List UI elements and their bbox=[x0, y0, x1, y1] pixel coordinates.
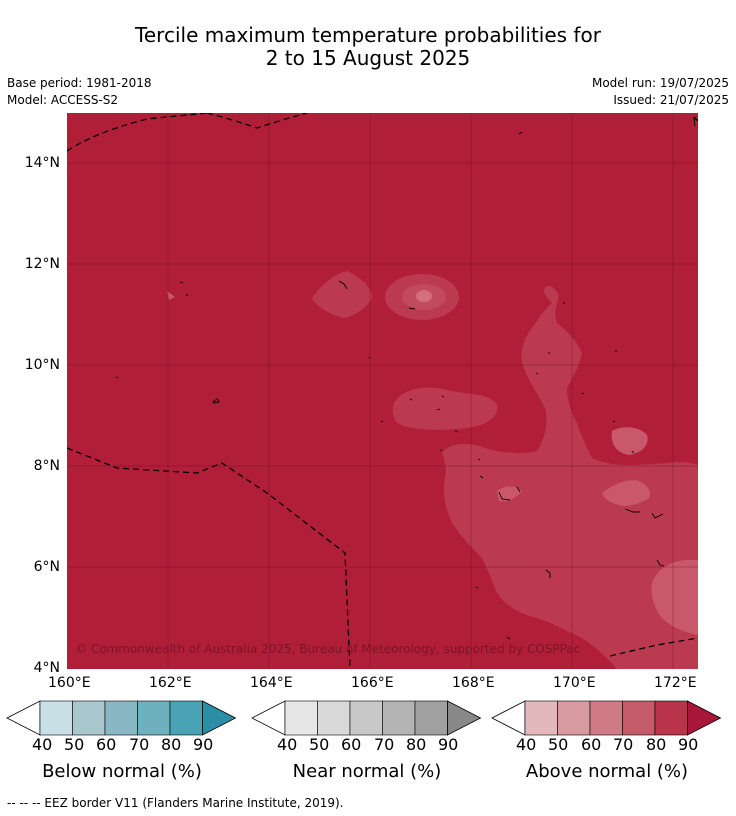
cbar-tick: 90 bbox=[438, 735, 459, 754]
lon-label: 172°E bbox=[654, 675, 697, 691]
colorbar-swatch bbox=[137, 700, 171, 736]
below-normal-colorbar bbox=[6, 700, 237, 736]
lat-label: 4°N bbox=[33, 660, 60, 676]
cbar-tick: 80 bbox=[646, 735, 667, 754]
colorbar-swatch bbox=[557, 700, 591, 736]
colorbar-swatch bbox=[382, 700, 416, 736]
colorbar-swatch bbox=[39, 700, 73, 736]
above-normal-70-patch bbox=[497, 486, 522, 502]
colorbar-high-extension bbox=[202, 700, 237, 736]
colorbar-swatch bbox=[622, 700, 656, 736]
eez-legend: -- -- -- EEZ border V11 (Flanders Marine… bbox=[7, 796, 344, 810]
above-normal-70-patch bbox=[167, 291, 175, 300]
colorbar-low-extension bbox=[6, 700, 41, 736]
colorbar-swatch bbox=[414, 700, 448, 736]
lon-label: 168°E bbox=[452, 675, 495, 691]
cbar-tick: 70 bbox=[613, 735, 634, 754]
lat-label: 14°N bbox=[24, 155, 60, 171]
map-title-line1: Tercile maximum temperature probabilitie… bbox=[135, 23, 601, 47]
cbar-tick: 70 bbox=[129, 735, 150, 754]
cbar-tick: 60 bbox=[96, 735, 117, 754]
islands bbox=[115, 117, 696, 640]
cbar-tick: 50 bbox=[548, 735, 569, 754]
base-period-label: Base period: 1981-2018 bbox=[7, 76, 152, 90]
graticule bbox=[67, 113, 698, 669]
above-normal-70-patch bbox=[611, 427, 648, 455]
cbar-tick: 50 bbox=[309, 735, 330, 754]
cbar-tick: 50 bbox=[64, 735, 85, 754]
lon-label: 170°E bbox=[553, 675, 596, 691]
colorbars bbox=[6, 700, 722, 736]
colorbar-swatch bbox=[317, 700, 351, 736]
colorbar-low-extension bbox=[251, 700, 286, 736]
cbar-tick: 70 bbox=[374, 735, 395, 754]
cbar-tick: 90 bbox=[193, 735, 214, 754]
colorbar-low-extension bbox=[491, 700, 526, 736]
lat-label: 8°N bbox=[33, 458, 60, 474]
model-label: Model: ACCESS-S2 bbox=[7, 93, 119, 107]
map-canvas bbox=[67, 113, 698, 669]
above-normal-70-patch bbox=[602, 480, 650, 506]
colorbar-swatch bbox=[654, 700, 688, 736]
eez-border bbox=[67, 113, 698, 669]
copyright-notice: © Commonwealth of Australia 2025, Bureau… bbox=[75, 642, 581, 656]
model-run-label: Model run: 19/07/2025 bbox=[591, 76, 729, 90]
colorbar-swatch bbox=[524, 700, 558, 736]
near-normal-colorbar bbox=[251, 700, 482, 736]
colorbar-high-extension bbox=[447, 700, 482, 736]
cbar-tick: 90 bbox=[678, 735, 699, 754]
lon-label: 162°E bbox=[149, 675, 192, 691]
above-normal-70-patch bbox=[651, 560, 698, 635]
colorbar-swatch bbox=[104, 700, 138, 736]
cbar-tick: 60 bbox=[581, 735, 602, 754]
colorbar-swatch bbox=[284, 700, 318, 736]
cbar-tick: 40 bbox=[277, 735, 298, 754]
lon-label: 166°E bbox=[351, 675, 394, 691]
lon-label: 164°E bbox=[250, 675, 293, 691]
colorbar-swatch bbox=[589, 700, 623, 736]
cbar-tick: 40 bbox=[32, 735, 53, 754]
below-normal-label: Below normal (%) bbox=[42, 761, 202, 782]
cbar-tick: 80 bbox=[161, 735, 182, 754]
lat-label: 10°N bbox=[24, 357, 60, 373]
above-normal-80-patch bbox=[392, 387, 498, 430]
above-normal-70-patch bbox=[416, 290, 432, 302]
near-normal-label: Near normal (%) bbox=[292, 761, 442, 782]
forecast-map bbox=[67, 113, 698, 669]
above-normal-80-region bbox=[442, 285, 698, 669]
cbar-tick: 60 bbox=[341, 735, 362, 754]
colorbar-high-extension bbox=[687, 700, 722, 736]
above-normal-80-patch bbox=[312, 271, 372, 318]
colorbar-swatch bbox=[169, 700, 203, 736]
colorbar-swatch bbox=[72, 700, 106, 736]
lat-label: 12°N bbox=[24, 256, 60, 272]
cbar-tick: 40 bbox=[516, 735, 537, 754]
issued-label: Issued: 21/07/2025 bbox=[613, 93, 729, 107]
above-normal-colorbar bbox=[491, 700, 722, 736]
map-title-line2: 2 to 15 August 2025 bbox=[265, 46, 471, 70]
cbar-tick: 80 bbox=[406, 735, 427, 754]
lon-label: 160°E bbox=[48, 675, 91, 691]
colorbar-swatch bbox=[349, 700, 383, 736]
lat-label: 6°N bbox=[33, 559, 60, 575]
above-normal-label: Above normal (%) bbox=[525, 761, 689, 782]
